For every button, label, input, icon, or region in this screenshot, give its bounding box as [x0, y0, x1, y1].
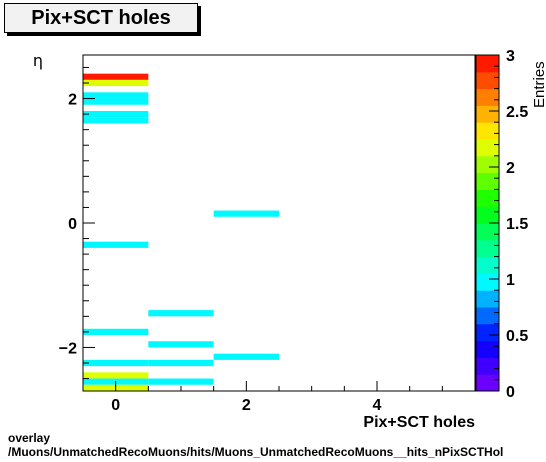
palette-axis-ticks: 0 0.5 1 1.5 2 2.5 3 [489, 48, 528, 401]
palette-band [476, 172, 499, 190]
y-tick-label: 0 [68, 216, 77, 233]
palette-band [476, 71, 499, 90]
x-tick-label: 0 [111, 397, 120, 414]
palette-band [476, 88, 499, 106]
heatmap-bin [83, 73, 149, 80]
chart-title: Pix+SCT holes [4, 3, 198, 33]
color-palette [476, 55, 499, 392]
footer-caption: overlay /Muons/UnmatchedRecoMuons/hits/M… [8, 431, 503, 459]
palette-tick-label: 2.5 [506, 104, 528, 121]
palette-band [476, 239, 499, 258]
footer-line-1: overlay [8, 431, 51, 445]
y-axis-ticks: −2 0 2 [59, 66, 95, 380]
heatmap-bin [148, 341, 214, 348]
palette-band [476, 290, 499, 308]
footer-line-2: /Muons/UnmatchedRecoMuons/hits/Muons_Unm… [8, 445, 504, 459]
heatmap-bin [83, 117, 149, 124]
y-tick-label: 2 [68, 92, 77, 109]
heatmap-bin [83, 328, 149, 335]
heatmap-bin [83, 111, 149, 118]
palette-band [476, 273, 499, 291]
heatmap-bin [83, 98, 149, 105]
heatmap-bin [213, 210, 279, 217]
palette-band [476, 357, 499, 375]
y-axis-label: η [33, 51, 43, 70]
palette-tick-label: 3 [506, 48, 515, 65]
heatmap-bin [148, 310, 214, 317]
heatmap-bin [83, 241, 149, 248]
plot-frame [82, 54, 476, 392]
palette-band [476, 155, 499, 174]
palette-band [476, 122, 499, 140]
x-axis-label: Pix+SCT holes [363, 414, 475, 431]
heatmap-bin [148, 378, 214, 385]
palette-band [476, 105, 499, 123]
palette-band [476, 256, 499, 274]
heatmap-bin [83, 372, 149, 379]
x-tick-label: 2 [242, 397, 251, 414]
palette-band [476, 206, 499, 224]
palette-band [476, 55, 499, 73]
heatmap-bin [83, 359, 149, 367]
y-tick-label: −2 [59, 340, 77, 357]
palette-band [476, 307, 499, 325]
palette-band [476, 139, 499, 157]
heatmap-bin [83, 92, 149, 99]
palette-tick-label: 0.5 [506, 328, 528, 345]
palette-band [476, 323, 499, 342]
heatmap-bin [83, 79, 149, 87]
x-axis-ticks: 0 2 4 [82, 381, 476, 414]
heatmap-bins [83, 73, 279, 391]
heatmap-bin [148, 359, 214, 367]
palette-band [476, 340, 499, 358]
palette-band [476, 374, 499, 392]
palette-tick-label: 1 [506, 272, 515, 289]
x-tick-label: 4 [373, 397, 382, 414]
palette-tick-label: 1.5 [506, 216, 528, 233]
palette-band [476, 223, 499, 241]
palette-tick-label: 2 [506, 160, 515, 177]
palette-axis-label: Entries [531, 61, 546, 108]
palette-tick-label: 0 [506, 384, 515, 401]
heatmap-bin [213, 353, 279, 360]
palette-band [476, 189, 499, 207]
